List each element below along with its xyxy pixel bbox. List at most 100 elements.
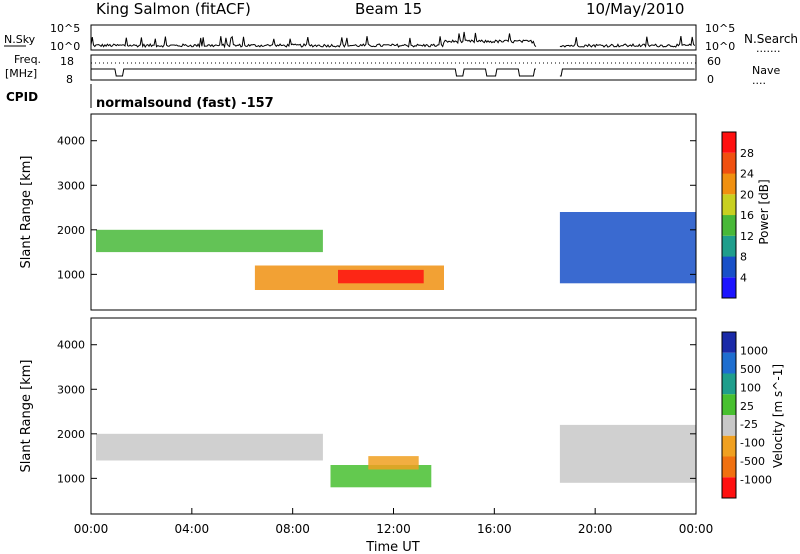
colorbar-tick-label: 500	[740, 363, 761, 376]
power-data	[96, 212, 696, 290]
nsearch-label: N.Search	[744, 32, 798, 46]
colorbar-swatch	[722, 277, 736, 299]
heatmap-region	[559, 424, 696, 483]
noise-line-segment	[559, 36, 696, 48]
x-tick-label: 12:00	[376, 522, 411, 536]
frequency-trace	[91, 62, 696, 77]
power-colorbar-label: Power [dB]	[757, 179, 771, 244]
x-tick-label: 04:00	[175, 522, 210, 536]
colorbar-tick-label: 16	[740, 209, 754, 222]
freq-tick-right-top: 60	[707, 55, 721, 68]
colorbar-tick-label: -500	[740, 455, 765, 468]
frequency-panel: 18 8 60 0	[60, 54, 721, 86]
y-tick-label: 1000	[57, 268, 85, 281]
colorbar-tick-label: 25	[740, 400, 754, 413]
noise-panel-frame	[90, 24, 697, 51]
colorbar-frame	[721, 331, 737, 499]
cpid-label: CPID	[6, 90, 38, 104]
colorbar-swatch	[722, 194, 736, 216]
colorbar-tick-label: 24	[740, 168, 754, 181]
colorbar-swatch	[722, 394, 736, 416]
velocity-colorbar-label: Velocity [m s^-1]	[771, 364, 785, 468]
nsky-label: N.Sky	[4, 33, 36, 46]
heatmap-region	[338, 269, 424, 284]
heatmap-region	[559, 212, 696, 284]
colorbar-tick-label: 20	[740, 188, 754, 201]
colorbar-tick-label: -100	[740, 437, 765, 450]
x-axis-ticks: 00:00 04:00 08:00 12:00 16:00 20:00 00:00	[74, 508, 714, 536]
colorbar-swatch	[722, 173, 736, 195]
noise-tick-left-top: 10^5	[50, 22, 80, 35]
velocity-colorbar: 1000 500 100 25 -25 -100 -500 -1000	[721, 331, 772, 499]
heatmap-region	[96, 433, 323, 461]
power-ylabel: Slant Range [km]	[19, 156, 34, 269]
x-tick-label: 00:00	[74, 522, 109, 536]
colorbar-swatch	[722, 477, 736, 499]
mode-label: normalsound (fast) -157	[96, 96, 274, 111]
station-title: King Salmon (fitACF)	[96, 0, 251, 18]
beam-label: Beam 15	[355, 0, 422, 18]
x-tick-label: 20:00	[578, 522, 613, 536]
colorbar-swatch	[722, 373, 736, 395]
velocity-panel: 1000 2000 3000 4000 Slant Range [km] 1000 50…	[19, 317, 785, 554]
y-tick-label: 4000	[57, 339, 85, 352]
freq-label: Freq.	[14, 53, 41, 66]
colorbar-swatch	[722, 215, 736, 236]
colorbar-swatch	[722, 132, 736, 153]
colorbar-swatch	[722, 352, 736, 374]
x-tick-label: 16:00	[477, 522, 512, 536]
freq-tick-right-bottom: 0	[707, 73, 714, 86]
power-colorbar: 4 8 12 16 20 24 28	[721, 131, 754, 299]
power-panel-frame	[90, 113, 697, 311]
y-tick-label: 1000	[57, 472, 85, 485]
colorbar-swatch	[722, 332, 736, 353]
x-tick-label: 00:00	[679, 522, 714, 536]
nave-dots: ....	[752, 74, 766, 87]
power-panel: 1000 2000 3000 4000 Slant Range [km] 4 8 12 16…	[19, 113, 771, 311]
colorbar-tick-label: 1000	[740, 344, 768, 357]
colorbar-tick-label: 100	[740, 381, 761, 394]
y-tick-label: 3000	[57, 383, 85, 396]
velocity-ylabel: Slant Range [km]	[19, 360, 34, 473]
power-y-ticks: 1000 2000 3000 4000	[57, 135, 696, 281]
noise-tick-left-bottom: 10^0	[50, 40, 80, 53]
colorbar-swatch	[722, 435, 736, 457]
noise-tick-right-top: 10^5	[705, 22, 735, 35]
frequency-panel-frame	[90, 54, 697, 81]
date-label: 10/May/2010	[586, 0, 684, 18]
freq-unit-label: [MHz]	[5, 67, 37, 80]
colorbar-swatch	[722, 415, 736, 436]
colorbar-tick-label: 4	[740, 271, 747, 284]
colorbar-tick-label: 12	[740, 230, 754, 243]
colorbar-tick-label: 8	[740, 251, 747, 264]
y-tick-label: 3000	[57, 179, 85, 192]
colorbar-swatch	[722, 456, 736, 478]
x-tick-label: 08:00	[275, 522, 310, 536]
y-tick-label: 4000	[57, 135, 85, 148]
colorbar-frame	[721, 131, 737, 299]
y-tick-label: 2000	[57, 224, 85, 237]
frequency-line-segment	[559, 68, 695, 77]
heatmap-region	[96, 229, 323, 253]
x-axis-label: Time UT	[365, 540, 419, 554]
velocity-y-ticks: 1000 2000 3000 4000	[57, 339, 696, 485]
heatmap-region	[368, 456, 419, 470]
colorbar-swatch	[722, 256, 736, 278]
freq-tick-left-top: 18	[60, 55, 74, 68]
noise-line-segment	[90, 31, 537, 49]
freq-tick-left-bottom: 8	[66, 73, 73, 86]
y-tick-label: 2000	[57, 428, 85, 441]
colorbar-tick-label: 28	[740, 147, 754, 160]
nave-label: Nave	[752, 64, 780, 77]
noise-tick-right-bottom: 10^0	[705, 40, 735, 53]
noise-trace	[90, 31, 696, 49]
heatmap-region	[330, 465, 432, 488]
nsearch-dots: .......	[756, 42, 780, 55]
colorbar-tick-label: -25	[740, 418, 758, 431]
colorbar-tick-label: -1000	[740, 474, 772, 487]
colorbar-swatch	[722, 152, 736, 174]
velocity-data	[96, 424, 696, 488]
colorbar-swatch	[722, 235, 736, 257]
frequency-line-segment	[91, 68, 536, 77]
